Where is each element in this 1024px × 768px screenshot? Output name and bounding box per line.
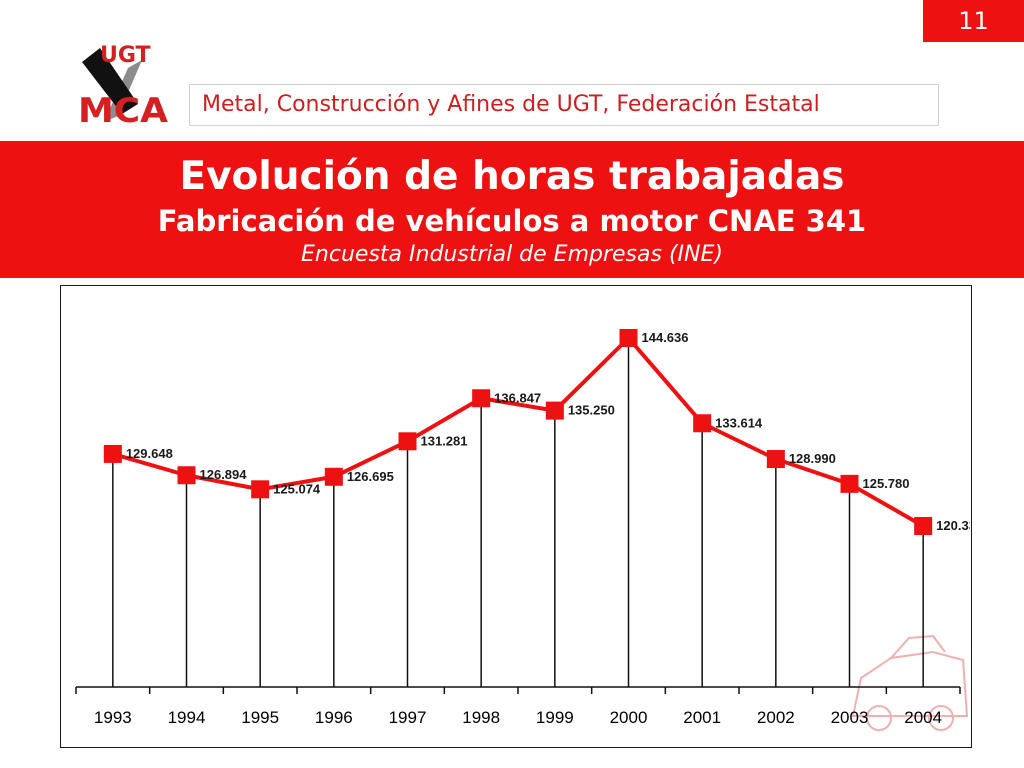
ugt-mca-logo: UGT MCA [78,43,169,128]
logo-text-ugt: UGT [100,43,151,68]
data-label: 144.636 [642,330,689,345]
data-label: 136.847 [494,390,541,405]
data-point-marker [103,444,122,463]
data-point-marker [324,467,343,486]
data-label: 135.250 [568,403,615,418]
data-point-marker [693,414,712,433]
title-band: Evolución de horas trabajadas Fabricació… [0,141,1024,278]
data-label: 126.695 [347,469,394,484]
data-label: 120.332 [936,518,970,533]
logo-text-mca: MCA [78,91,169,128]
x-tick-label: 1999 [536,708,574,727]
data-label: 126.894 [200,467,248,482]
data-point-marker [545,401,564,420]
background-illustration [851,634,969,731]
data-point-marker [840,474,859,493]
data-source: Encuesta Industrial de Empresas (INE) [301,242,723,267]
data-label: 129.648 [126,446,173,461]
data-label: 125.780 [863,476,910,491]
data-point-marker [177,466,196,485]
data-point-marker [472,389,491,408]
x-tick-label: 1997 [389,708,427,727]
data-point-marker [251,480,270,499]
x-tick-label: 1993 [94,708,132,727]
logo-black-bar [82,48,138,114]
org-name-box: Metal, Construcción y Afines de UGT, Fed… [189,84,939,126]
x-tick-label: 1994 [168,708,206,727]
data-point-marker [766,450,785,469]
org-name: Metal, Construcción y Afines de UGT, Fed… [202,92,820,117]
drop-lines [112,338,924,687]
x-tick-label: 2003 [831,708,869,727]
x-tick-label: 2004 [904,708,942,727]
data-label: 128.990 [789,451,836,466]
x-tick-label: 2002 [757,708,795,727]
x-tick-label: 2000 [610,708,648,727]
data-label: 133.614 [715,415,763,430]
x-tick-label: 1995 [241,708,279,727]
series [103,329,933,535]
slide-subtitle: Fabricación de vehículos a motor CNAE 34… [157,204,867,238]
x-tick-label: 2001 [683,708,721,727]
slide-title: Evolución de horas trabajadas [179,154,845,199]
x-tick-label: 1996 [315,708,353,727]
data-point-marker [619,329,638,347]
data-point-marker [398,432,417,451]
data-labels: 129.648 126.894 125.074 126.695 131.281 136.8… [126,330,970,533]
hours-worked-chart: 1993 1994 1995 1996 1997 1998 1999 2000 2001 2002… [75,329,970,731]
data-label: 125.074 [273,481,321,496]
data-point-marker [914,517,933,535]
x-axis: 1993 1994 1995 1996 1997 1998 1999 2000 2001 2002… [75,686,961,727]
chart-frame: 1993 1994 1995 1996 1997 1998 1999 2000 2001 2002… [60,285,972,748]
x-tick-label: 1998 [462,708,500,727]
series-line [112,336,925,528]
page-number: 11 [923,0,1024,42]
data-label: 131.281 [421,433,468,448]
